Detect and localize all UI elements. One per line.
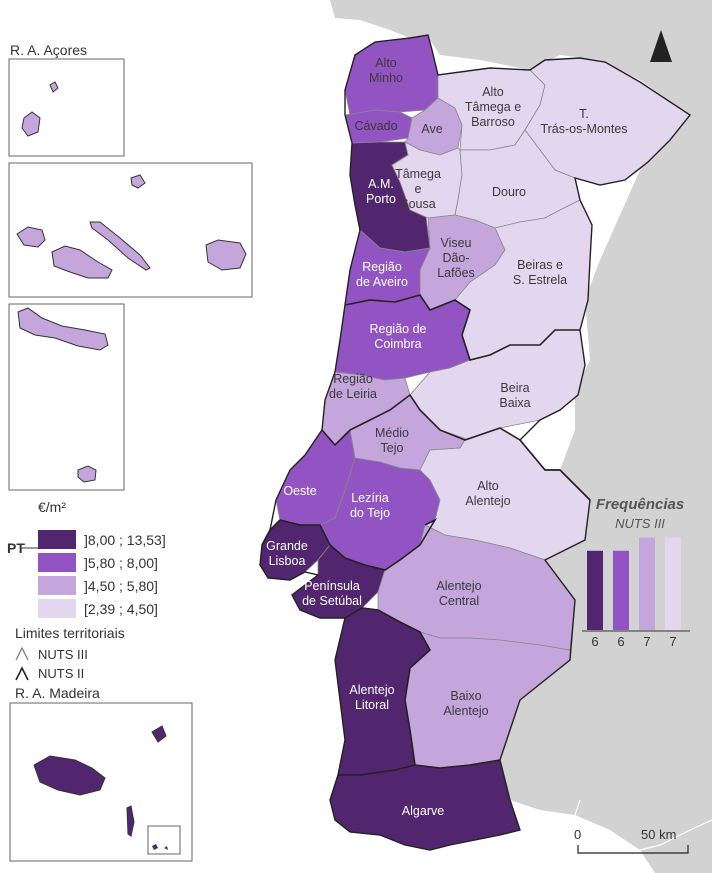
legend-pt-label: PT xyxy=(7,540,25,556)
region-label-cavado: Cávado xyxy=(354,119,397,133)
region-label-ave: Ave xyxy=(421,122,442,136)
region-label-alentejo-central: Alentejo Central xyxy=(436,579,481,608)
inset-acores-frame-2 xyxy=(8,162,253,298)
region-label-algarve: Algarve xyxy=(402,804,444,818)
region-label-viseu: Viseu Dão-Lafões xyxy=(437,236,475,280)
frequency-bar-1 xyxy=(587,550,603,630)
legend-swatch-1 xyxy=(38,530,76,549)
region-label-coimbra: Região de Coimbra xyxy=(370,322,427,351)
region-labels: Alto Minho Cávado Ave Alto Tâmega e Barroso T. T… xyxy=(266,56,627,818)
region-label-baixo-alentejo: Baixo Alentejo xyxy=(443,689,488,718)
spain-landmass xyxy=(330,0,712,873)
region-label-beira-baixa: Beira Baixa xyxy=(499,381,530,410)
limits-nuts3-label: NUTS III xyxy=(38,647,88,662)
frequency-bar-2 xyxy=(613,550,629,630)
legend-unit: €/m² xyxy=(38,499,66,515)
region-label-oeste: Oeste xyxy=(283,484,316,498)
legend-classes: ]8,00 ; 13,53] ]5,80 ; 8,00] ]4,50 ; 5,80]… xyxy=(38,530,166,618)
portugal-outline xyxy=(259,34,692,851)
nuts3-line-icon xyxy=(15,646,29,661)
region-label-alto-tamega: Alto Tâmega e Barroso xyxy=(465,85,521,129)
island-santa-maria xyxy=(77,465,97,483)
frequencies-title: Frequências xyxy=(596,496,684,513)
island-corvo-flores xyxy=(21,111,41,137)
legend-class-label-3: ]4,50 ; 5,80] xyxy=(84,578,158,594)
island-porto-santo xyxy=(151,725,167,743)
island-faial xyxy=(16,226,46,248)
inset-acores-title: R. A. Açores xyxy=(10,42,87,58)
island-desertas xyxy=(126,805,135,837)
inset-acores-frame-1 xyxy=(8,58,125,157)
north-arrow-icon xyxy=(650,30,672,62)
nuts2-line-icon xyxy=(15,666,29,681)
region-label-beiras: Beiras e S. Estrela xyxy=(513,258,567,287)
region-label-leiria: Região de Leiria xyxy=(329,372,377,401)
region-label-am-porto: A.M. Porto xyxy=(366,177,396,206)
legend-swatch-2 xyxy=(38,553,76,572)
region-label-alentejo-litoral: Alentejo Litoral xyxy=(349,683,394,712)
legend-swatch-4 xyxy=(38,599,76,618)
region-label-grande-lisboa: Grande Lisboa xyxy=(266,539,308,568)
nuts2-boundaries xyxy=(261,294,591,776)
island-flores xyxy=(49,81,59,93)
region-label-alto-minho: Alto Minho xyxy=(369,56,403,85)
legend-class-label-1: ]8,00 ; 13,53] xyxy=(84,532,166,548)
legend-class-label-2: ]5,80 ; 8,00] xyxy=(84,555,158,571)
frequencies-subtitle: NUTS III xyxy=(615,516,665,531)
limits-title: Limites territoriais xyxy=(15,625,125,641)
island-selvagens xyxy=(152,844,168,850)
legend-class-label-4: [2,39 ; 4,50] xyxy=(84,601,158,617)
region-label-tras-os-montes: T. Trás-os-Montes xyxy=(540,107,627,136)
frequency-count-2: 6 xyxy=(617,634,624,649)
region-label-medio-tejo: Médio Tejo xyxy=(375,426,409,455)
frequency-bar-4 xyxy=(665,537,681,630)
island-sao-miguel xyxy=(17,307,109,351)
region-label-douro: Douro xyxy=(492,185,526,199)
scale-end: 50 km xyxy=(641,827,676,842)
region-label-setubal: Península de Setúbal xyxy=(302,579,362,608)
island-terceira xyxy=(205,239,247,271)
region-label-alto-alentejo: Alto Alentejo xyxy=(465,479,510,508)
frequency-bar-3 xyxy=(639,537,655,630)
island-madeira xyxy=(33,755,106,796)
limits-nuts2-label: NUTS II xyxy=(38,666,84,681)
island-pico xyxy=(51,245,113,279)
region-label-tamega-sousa: Tâmega e Sousa xyxy=(395,167,441,211)
frequencies-bars: 6 6 7 7 xyxy=(582,537,690,649)
inset-madeira-title: R. A. Madeira xyxy=(15,685,100,701)
legend-swatch-3 xyxy=(38,576,76,595)
scale-start: 0 xyxy=(574,827,581,842)
inset-selvagens-box xyxy=(147,825,181,855)
frequency-count-1: 6 xyxy=(591,634,598,649)
island-graciosa xyxy=(130,174,146,189)
coastline-spain xyxy=(574,799,712,851)
scale-bar-icon xyxy=(577,845,689,854)
frequency-count-3: 7 xyxy=(643,634,650,649)
region-label-leziria: Lezíria do Tejo xyxy=(350,491,390,520)
frequency-count-4: 7 xyxy=(669,634,676,649)
island-sao-jorge xyxy=(89,221,151,271)
region-label-aveiro: Região de Aveiro xyxy=(356,260,408,289)
